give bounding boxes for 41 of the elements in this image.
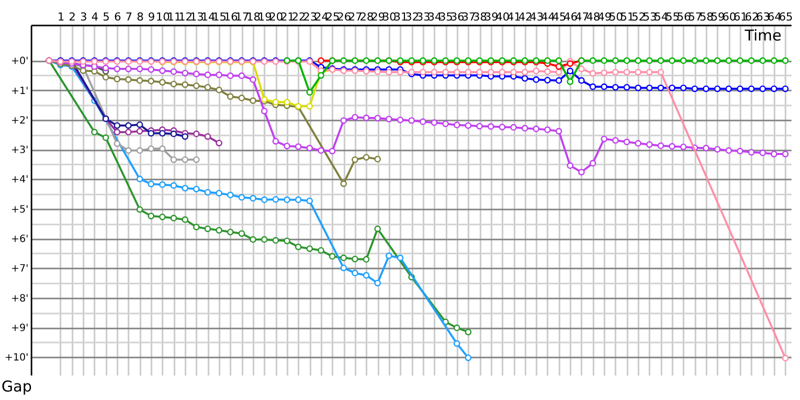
y-tick-label: +10' — [4, 352, 28, 364]
y-tick-label: +0' — [11, 56, 28, 68]
x-tick-label: 2 — [68, 10, 76, 24]
y-tick-label: +3' — [11, 145, 28, 156]
x-tick-label: 6 — [114, 10, 122, 24]
y-tick-label: +9' — [11, 323, 28, 334]
x-tick-label: 1 — [57, 10, 64, 24]
x-tick-label: 54 — [654, 10, 668, 24]
x-tick-label: 36 — [450, 10, 464, 24]
x-tick-label: 8 — [136, 10, 144, 24]
x-tick-label: 11 — [167, 10, 182, 24]
x-tick-label: 48 — [586, 10, 600, 24]
x-tick-label: 19 — [258, 10, 272, 24]
x-tick-label: 5 — [102, 10, 110, 24]
x-tick-label: 4 — [91, 10, 98, 24]
x-tick-label: 62 — [744, 10, 759, 24]
y-tick-label: +2' — [11, 115, 28, 126]
y-tick-label: +8' — [11, 293, 28, 304]
y-tick-label: +6' — [11, 234, 28, 246]
y-axis-title: Gap — [2, 378, 32, 396]
x-tick-label: 51 — [620, 10, 634, 24]
y-tick-label: +7' — [11, 264, 28, 275]
x-tick-label: 14 — [201, 10, 216, 24]
x-tick-label: 31 — [394, 10, 408, 24]
x-tick-label: 3 — [80, 10, 88, 24]
x-tick-label: 10 — [156, 10, 170, 24]
x-tick-label: 37 — [462, 10, 476, 24]
y-tick-label: +4' — [11, 174, 28, 186]
x-tick-label: 58 — [700, 10, 714, 24]
x-tick-label: 49 — [598, 10, 612, 24]
x-tick-label: 28 — [360, 10, 374, 24]
x-tick-label: 9 — [148, 10, 156, 24]
y-tick-label: +5' — [11, 204, 28, 216]
x-tick-label: 63 — [756, 10, 770, 24]
x-axis-title: Time — [744, 26, 782, 44]
y-tick-label: +1' — [11, 86, 28, 97]
x-tick-label: 57 — [688, 10, 702, 24]
x-tick-label: 45 — [552, 10, 566, 24]
x-tick-label: 22 — [292, 10, 306, 24]
x-tick-label: 25 — [326, 10, 340, 24]
x-tick-label: 7 — [125, 10, 132, 24]
